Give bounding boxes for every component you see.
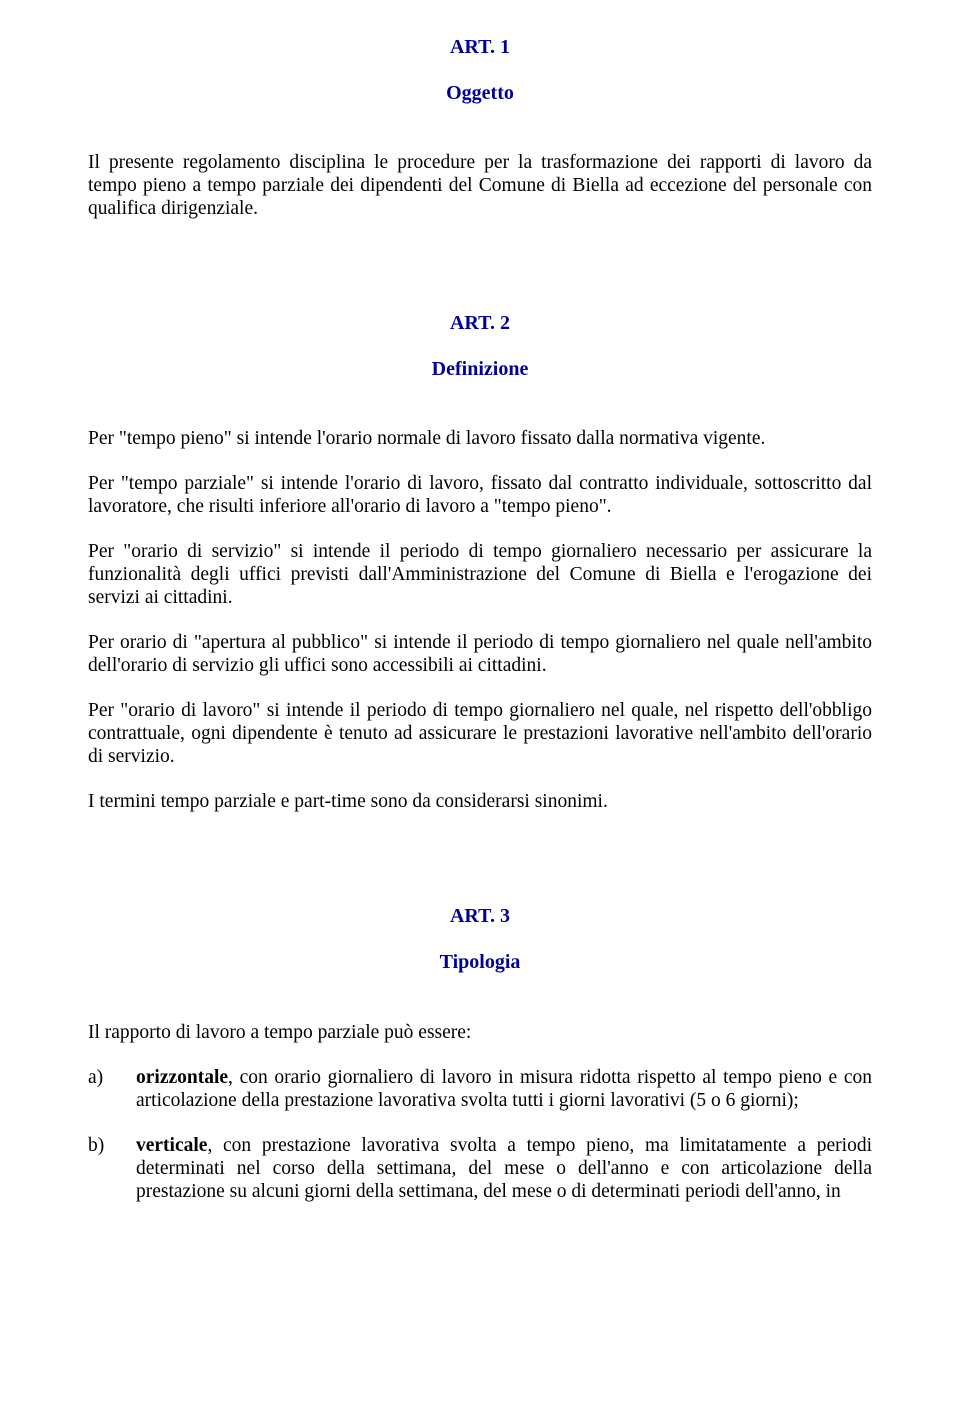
document-page: ART. 1 Oggetto Il presente regolamento d… xyxy=(0,0,960,1402)
art2-p5: Per "orario di lavoro" si intende il per… xyxy=(88,699,872,768)
art2-p3: Per "orario di servizio" si intende il p… xyxy=(88,540,872,609)
list-rest: , con prestazione lavorativa svolta a te… xyxy=(136,1135,872,1202)
art2-p6: I termini tempo parziale e part-time son… xyxy=(88,790,872,813)
list-body: orizzontale, con orario giornaliero di l… xyxy=(136,1066,872,1112)
art2-p2: Per "tempo parziale" si intende l'orario… xyxy=(88,472,872,518)
list-bold: orizzontale xyxy=(136,1067,228,1088)
list-marker: b) xyxy=(88,1134,136,1157)
art1-title: Oggetto xyxy=(88,82,872,106)
list-body: verticale, con prestazione lavorativa sv… xyxy=(136,1134,872,1203)
art1-p1: Il presente regolamento disciplina le pr… xyxy=(88,151,872,220)
list-bold: verticale xyxy=(136,1135,207,1156)
art3-number: ART. 3 xyxy=(88,905,872,929)
art2-number: ART. 2 xyxy=(88,312,872,336)
art3-intro: Il rapporto di lavoro a tempo parziale p… xyxy=(88,1021,872,1044)
art3-item-b: b) verticale, con prestazione lavorativa… xyxy=(88,1134,872,1203)
art3-item-a: a) orizzontale, con orario giornaliero d… xyxy=(88,1066,872,1112)
art3-title: Tipologia xyxy=(88,951,872,975)
art1-number: ART. 1 xyxy=(88,36,872,60)
art2-p1: Per "tempo pieno" si intende l'orario no… xyxy=(88,427,872,450)
art2-title: Definizione xyxy=(88,358,872,382)
list-rest: , con orario giornaliero di lavoro in mi… xyxy=(136,1067,872,1111)
art2-p4: Per orario di "apertura al pubblico" si … xyxy=(88,631,872,677)
list-marker: a) xyxy=(88,1066,136,1089)
